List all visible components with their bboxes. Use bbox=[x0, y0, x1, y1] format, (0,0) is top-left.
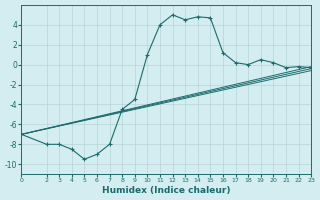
X-axis label: Humidex (Indice chaleur): Humidex (Indice chaleur) bbox=[102, 186, 230, 195]
